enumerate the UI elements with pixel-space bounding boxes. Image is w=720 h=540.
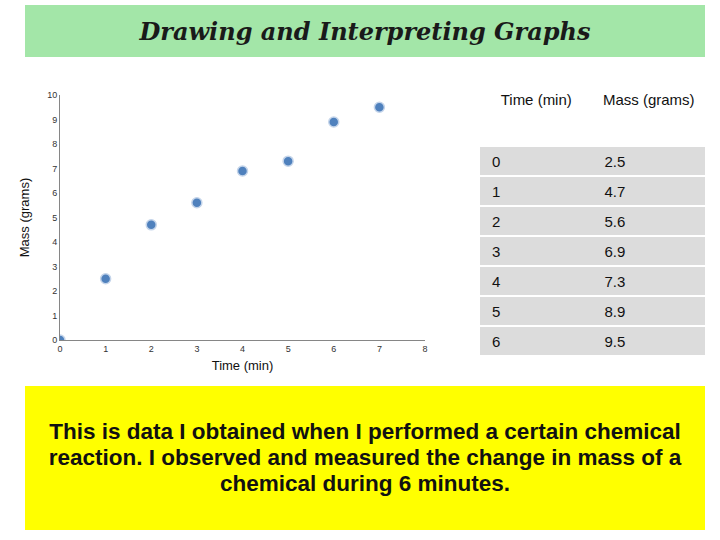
html-text:4: 4 bbox=[492, 272, 501, 290]
svg-text:8: 8 bbox=[52, 139, 57, 149]
html-text:0: 0 bbox=[492, 152, 501, 170]
svg-text:9: 9 bbox=[52, 115, 57, 125]
svg-text:3: 3 bbox=[194, 344, 199, 354]
html-text:2.5: 2.5 bbox=[604, 152, 626, 170]
svg-text:1: 1 bbox=[52, 311, 57, 321]
svg-text:4: 4 bbox=[240, 344, 245, 354]
svg-text:6: 6 bbox=[52, 188, 57, 198]
html-text:5.6: 5.6 bbox=[604, 212, 626, 230]
svg-text:2: 2 bbox=[52, 286, 57, 296]
svg-text:5: 5 bbox=[286, 344, 291, 354]
svg-text:10: 10 bbox=[47, 90, 57, 100]
html-text:6.9: 6.9 bbox=[604, 242, 626, 260]
html-text:6: 6 bbox=[492, 332, 501, 350]
html-text:Drawing and Interpreting Graph: Drawing and Interpreting Graphs bbox=[139, 16, 591, 46]
svg-text:2: 2 bbox=[149, 344, 154, 354]
svg-text:7: 7 bbox=[377, 344, 382, 354]
svg-text:0: 0 bbox=[52, 335, 57, 345]
html-text:8.9: 8.9 bbox=[604, 302, 626, 320]
svg-text:Time (min): Time (min) bbox=[212, 358, 274, 373]
html-text:2: 2 bbox=[492, 212, 501, 230]
svg-text:Mass (grams): Mass (grams) bbox=[17, 178, 32, 257]
svg-text:8: 8 bbox=[422, 344, 427, 354]
html-text:Time (min): Time (min) bbox=[500, 91, 572, 108]
html-text:Mass (grams): Mass (grams) bbox=[602, 91, 695, 108]
html-text:9.5: 9.5 bbox=[604, 332, 626, 350]
svg-text:5: 5 bbox=[52, 213, 57, 223]
html-text:7.3: 7.3 bbox=[604, 272, 626, 290]
svg-text:6: 6 bbox=[331, 344, 336, 354]
html-text:This is data I obtained when I: This is data I obtained when I performed… bbox=[48, 419, 682, 496]
html-text:4.7: 4.7 bbox=[604, 182, 626, 200]
svg-text:0: 0 bbox=[57, 344, 62, 354]
svg-text:7: 7 bbox=[52, 164, 57, 174]
svg-text:4: 4 bbox=[52, 237, 57, 247]
html-text:3: 3 bbox=[492, 242, 501, 260]
svg-text:3: 3 bbox=[52, 262, 57, 272]
html-text:1: 1 bbox=[492, 182, 501, 200]
html-text:5: 5 bbox=[492, 302, 501, 320]
svg-text:1: 1 bbox=[103, 344, 108, 354]
